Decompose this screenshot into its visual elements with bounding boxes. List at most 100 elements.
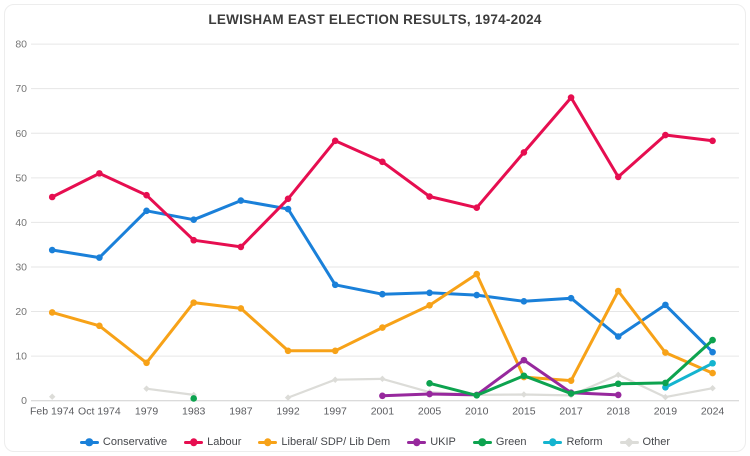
data-point xyxy=(709,137,716,145)
legend-label: Liberal/ SDP/ Lib Dem xyxy=(281,436,391,448)
data-point xyxy=(614,333,622,340)
data-point xyxy=(284,195,292,203)
legend-marker-icon xyxy=(619,437,639,447)
data-point xyxy=(426,380,433,387)
data-point xyxy=(143,359,150,367)
legend-marker-icon xyxy=(79,438,99,446)
data-point xyxy=(284,205,292,213)
data-point xyxy=(567,94,575,101)
y-tick-label: 20 xyxy=(15,306,27,318)
data-point xyxy=(709,369,716,377)
data-point xyxy=(331,347,339,355)
data-point xyxy=(473,270,481,278)
x-tick-label: 2001 xyxy=(371,406,395,418)
legend-label: Labour xyxy=(207,436,242,448)
legend-marker-icon xyxy=(407,438,427,446)
legend-item-labour: Labour xyxy=(184,436,241,448)
chart-title: LEWISHAM EAST ELECTION RESULTS, 1974-202… xyxy=(208,12,542,27)
x-tick-label: Oct 1974 xyxy=(78,406,121,418)
x-tick-label: 1992 xyxy=(276,406,300,418)
legend-label: Conservative xyxy=(102,436,168,448)
data-point xyxy=(190,395,198,402)
data-point xyxy=(379,375,386,383)
x-tick-label: 1983 xyxy=(182,406,206,418)
data-point xyxy=(284,394,292,401)
series-green xyxy=(190,336,716,402)
legend-marker-icon xyxy=(472,438,492,446)
data-point xyxy=(520,372,528,380)
x-tick-label: 2018 xyxy=(607,406,631,418)
legend-marker-icon xyxy=(184,438,204,446)
x-tick-label: 1987 xyxy=(229,406,253,418)
data-point xyxy=(284,347,292,355)
data-point xyxy=(615,371,622,379)
data-point xyxy=(426,289,433,297)
y-tick-label: 30 xyxy=(15,261,27,273)
legend-label: Other xyxy=(642,436,671,448)
legend-marker-icon xyxy=(543,438,563,446)
data-point xyxy=(48,309,56,316)
series-labour xyxy=(48,94,716,251)
x-tick-label: 2017 xyxy=(559,406,583,418)
data-point xyxy=(331,281,339,289)
data-point xyxy=(96,170,103,177)
data-point xyxy=(48,246,56,254)
data-point xyxy=(48,193,56,201)
data-point xyxy=(332,376,339,383)
x-tick-label: 2024 xyxy=(701,406,725,418)
x-tick-label: 2019 xyxy=(654,406,678,418)
data-point xyxy=(96,322,103,330)
gridlines xyxy=(31,43,739,402)
x-axis-labels: Feb 1974 Oct 1974 1979 1983 1987 1992 1997 2001… xyxy=(30,406,724,418)
data-point xyxy=(237,197,245,204)
data-point xyxy=(49,393,56,400)
series-conservative xyxy=(48,197,716,356)
data-point xyxy=(520,149,528,156)
y-tick-label: 0 xyxy=(21,395,27,407)
legend-item-green: Green xyxy=(472,436,527,448)
data-point xyxy=(520,297,528,305)
data-point xyxy=(662,301,669,309)
x-tick-label: Feb 1974 xyxy=(30,406,75,418)
legend-item-liberal-sdp-lib-dem: Liberal/ SDP/ Lib Dem xyxy=(258,436,390,448)
legend-item-conservative: Conservative xyxy=(79,436,168,448)
x-tick-label: 1997 xyxy=(324,406,348,418)
data-point xyxy=(96,254,103,261)
data-point xyxy=(379,290,386,298)
legend-label: UKIP xyxy=(430,436,456,448)
data-point xyxy=(473,392,481,399)
data-point xyxy=(662,379,669,387)
data-point xyxy=(662,349,669,356)
data-point xyxy=(190,216,198,224)
y-tick-label: 10 xyxy=(15,351,27,363)
y-tick-label: 40 xyxy=(15,217,27,229)
legend-label: Green xyxy=(495,436,527,448)
chart-legend: Conservative Labour Liberal/ SDP/ Lib Dem U… xyxy=(0,436,750,448)
y-tick-label: 80 xyxy=(15,39,27,51)
series-ukip xyxy=(379,356,622,400)
data-point xyxy=(709,336,716,344)
series-liberal-sdp-lib-dem xyxy=(48,270,716,384)
data-point xyxy=(426,193,433,200)
data-point xyxy=(426,390,433,398)
legend-marker-icon xyxy=(258,438,278,446)
data-point xyxy=(614,391,622,399)
data-point xyxy=(379,324,386,331)
data-point xyxy=(520,356,528,364)
legend-item-other: Other xyxy=(619,436,671,448)
series-reform xyxy=(662,359,716,391)
data-point xyxy=(520,391,528,398)
data-point xyxy=(143,191,150,199)
data-point xyxy=(709,359,716,367)
data-point xyxy=(379,158,386,166)
data-point xyxy=(614,287,622,295)
data-point xyxy=(331,137,339,145)
data-point xyxy=(709,348,716,356)
y-tick-label: 60 xyxy=(15,128,27,140)
data-point xyxy=(567,377,575,384)
data-point xyxy=(614,173,622,181)
data-point xyxy=(190,236,198,244)
y-tick-label: 70 xyxy=(15,83,27,95)
x-tick-label: 2010 xyxy=(465,406,489,418)
